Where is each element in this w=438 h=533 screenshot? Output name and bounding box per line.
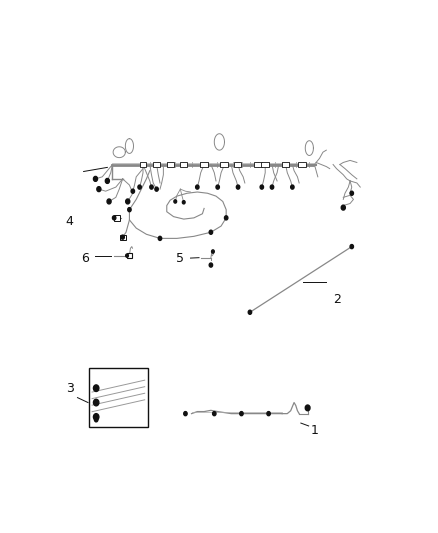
Circle shape [270, 185, 274, 189]
Circle shape [174, 200, 177, 203]
Bar [282, 162, 289, 167]
Circle shape [267, 411, 270, 416]
Bar [298, 162, 306, 167]
Circle shape [93, 385, 99, 391]
Circle shape [131, 189, 134, 193]
Bar [220, 162, 228, 167]
Circle shape [196, 185, 199, 189]
Circle shape [128, 207, 131, 212]
Text: 5: 5 [176, 253, 184, 265]
Circle shape [97, 187, 101, 191]
Bar [120, 235, 126, 240]
Circle shape [224, 216, 228, 220]
Bar [261, 162, 268, 167]
Circle shape [150, 185, 153, 189]
Circle shape [93, 414, 99, 420]
Circle shape [216, 185, 219, 189]
Circle shape [248, 310, 251, 314]
Circle shape [113, 216, 116, 220]
Circle shape [240, 411, 243, 416]
Bar [180, 162, 187, 167]
Text: 3: 3 [67, 382, 74, 394]
Circle shape [105, 179, 110, 183]
Circle shape [291, 185, 294, 189]
Circle shape [209, 230, 212, 235]
Circle shape [155, 187, 158, 191]
Text: 4: 4 [66, 215, 74, 229]
Bar [167, 162, 173, 167]
Circle shape [121, 235, 124, 239]
Bar [254, 162, 262, 167]
Bar [140, 162, 146, 167]
Circle shape [93, 399, 99, 406]
Circle shape [138, 185, 141, 189]
Bar [88, 368, 148, 427]
Circle shape [305, 405, 310, 411]
Circle shape [237, 185, 240, 189]
Circle shape [341, 205, 345, 210]
Circle shape [107, 199, 111, 204]
Circle shape [212, 250, 214, 253]
Bar [234, 162, 241, 167]
Text: 6: 6 [81, 253, 88, 265]
Circle shape [260, 185, 264, 189]
Circle shape [350, 245, 353, 248]
Text: 2: 2 [333, 294, 341, 306]
Text: 1: 1 [311, 424, 319, 437]
Bar [114, 215, 120, 221]
Circle shape [126, 199, 130, 204]
Circle shape [209, 263, 212, 267]
Bar [200, 162, 208, 167]
Circle shape [350, 191, 353, 195]
Circle shape [95, 418, 98, 422]
Circle shape [184, 411, 187, 416]
Bar [153, 162, 160, 167]
Circle shape [182, 200, 185, 204]
Bar [127, 253, 132, 259]
Circle shape [212, 411, 216, 416]
Circle shape [126, 254, 128, 257]
Circle shape [158, 236, 162, 240]
Circle shape [93, 176, 98, 181]
